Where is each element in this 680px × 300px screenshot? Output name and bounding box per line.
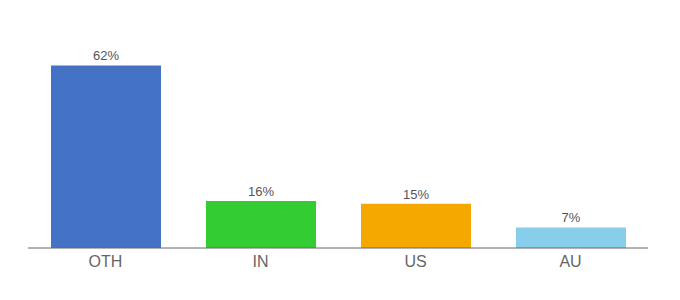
svg-text:7%: 7% bbox=[562, 210, 581, 225]
svg-text:16%: 16% bbox=[248, 184, 274, 199]
svg-text:AU: AU bbox=[559, 253, 581, 270]
svg-text:US: US bbox=[404, 253, 426, 270]
svg-text:62%: 62% bbox=[93, 48, 119, 63]
svg-text:OTH: OTH bbox=[89, 253, 123, 270]
svg-text:15%: 15% bbox=[403, 187, 429, 202]
svg-text:IN: IN bbox=[253, 253, 269, 270]
